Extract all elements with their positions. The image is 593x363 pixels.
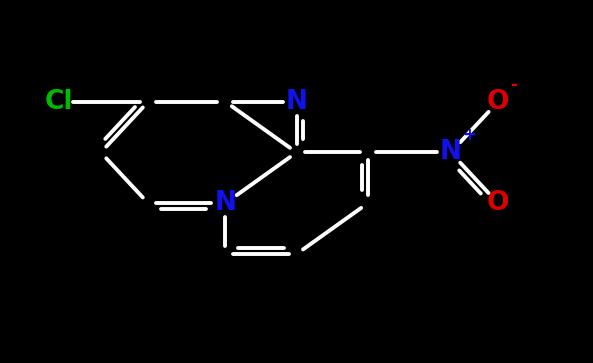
Text: -: -: [510, 76, 517, 94]
Text: N: N: [439, 139, 462, 166]
Text: N: N: [285, 89, 308, 115]
Text: Cl: Cl: [45, 89, 74, 115]
Text: +: +: [463, 126, 476, 144]
Text: O: O: [487, 190, 509, 216]
Text: O: O: [487, 89, 509, 115]
Text: N: N: [214, 190, 237, 216]
